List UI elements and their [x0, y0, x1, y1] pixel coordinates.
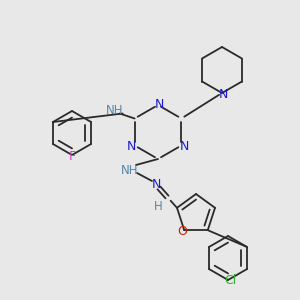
Text: NH: NH — [121, 164, 139, 176]
Text: N: N — [151, 178, 161, 190]
Text: N: N — [127, 140, 136, 153]
Text: Cl: Cl — [224, 274, 236, 287]
Text: F: F — [68, 149, 76, 163]
Text: NH: NH — [106, 104, 123, 117]
Text: N: N — [180, 140, 189, 153]
Text: N: N — [154, 98, 164, 110]
Text: H: H — [154, 200, 162, 212]
Text: N: N — [218, 88, 228, 100]
Text: O: O — [177, 225, 187, 238]
